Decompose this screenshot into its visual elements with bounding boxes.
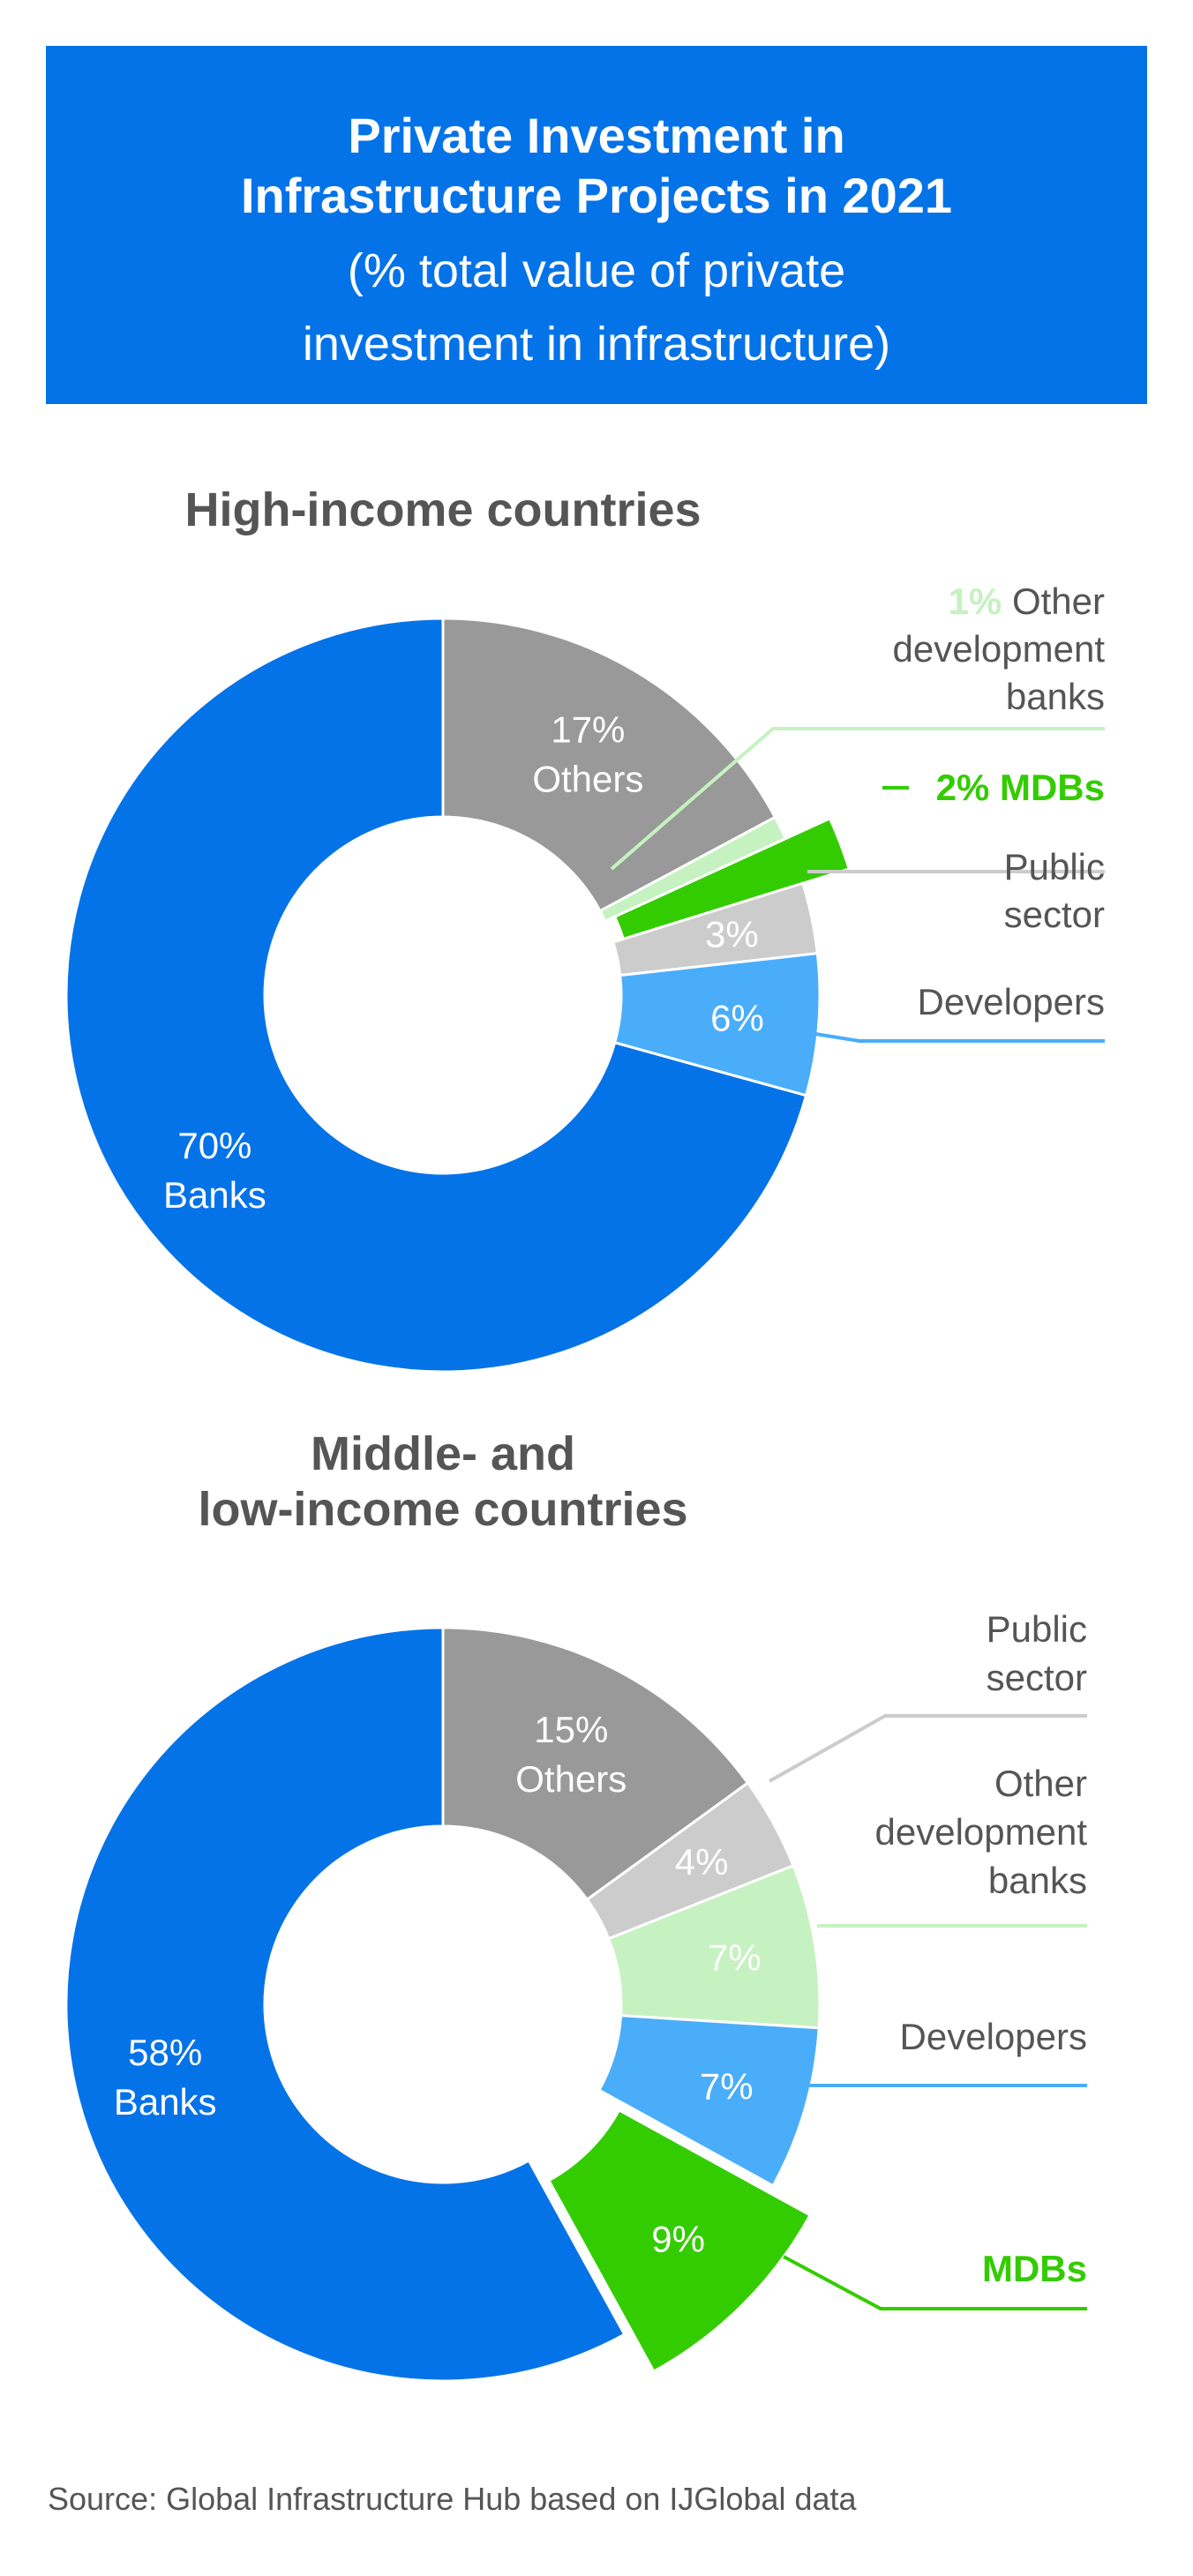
label-other_dev_banks-2-line1: Other: [994, 1763, 1087, 1804]
slice-name-others-1: Others: [532, 758, 643, 799]
label-public_sector-1-line1: Public: [1004, 846, 1105, 887]
chart-heading-2: low-income countries: [198, 1483, 687, 1536]
slice-pct-banks-2: 58%: [128, 2032, 202, 2073]
slice-others-1: [441, 617, 777, 913]
label-other_dev_banks-1-line2: development: [893, 628, 1106, 670]
label-other_dev_banks-2-line3: banks: [988, 1860, 1087, 1901]
label-pct-other_dev_banks-1: 1%: [949, 580, 1012, 622]
label-other_dev_banks-1-line3: banks: [1006, 676, 1105, 717]
label-text-other_dev_banks-1: Other: [1012, 580, 1105, 622]
slice-pct-public_sector-1: 3%: [705, 913, 759, 955]
chart-heading-1: High-income countries: [184, 483, 701, 536]
label-public_sector-2-line2: sector: [987, 1657, 1087, 1698]
slice-other_dev_banks-1: [598, 815, 788, 924]
chart-title-line-1: Private Investment in: [348, 108, 845, 163]
slice-pct-banks-1: 70%: [177, 1125, 251, 1166]
callout-line-public_sector-2: [769, 1714, 1087, 1783]
callout-line-developers-1: [814, 1032, 1105, 1043]
slice-name-banks-2: Banks: [114, 2081, 217, 2123]
slice-banks-2: [64, 1626, 627, 2383]
slice-name-banks-1: Banks: [163, 1174, 266, 1216]
callout-line-other_dev_banks-1: [610, 727, 1105, 871]
chart-subtitle-line-2: investment in infrastructure): [302, 318, 891, 371]
slice-pct-mdbs-2: 9%: [651, 2219, 705, 2260]
label-public_sector-1-line2: sector: [1004, 894, 1105, 935]
slice-pct-developers-2: 7%: [700, 2065, 754, 2107]
callout-line-mdbs-2: [783, 2255, 1087, 2310]
label-other_dev_banks-1-line1: 1% Other: [949, 580, 1105, 622]
slice-pct-public_sector-2: 4%: [675, 1841, 729, 1883]
label-developers-2-line1: Developers: [900, 2016, 1087, 2057]
slice-mdbs-2: [546, 2108, 813, 2374]
slice-pct-others-1: 17%: [551, 708, 625, 750]
slice-pct-others-2: 15%: [534, 1709, 608, 1750]
slice-banks-1: [64, 617, 808, 1374]
slice-name-others-2: Others: [515, 1758, 627, 1800]
chart-title-line-2: Infrastructure Projects in 2021: [240, 168, 953, 223]
label-developers-1-line1: Developers: [918, 981, 1105, 1022]
source-note: Source: Global Infrastructure Hub based …: [48, 2481, 857, 2517]
slice-developers-2: [596, 2014, 821, 2188]
slice-pct-other_dev_banks-2: 7%: [708, 1937, 762, 1979]
slice-others-2: [441, 1626, 750, 1902]
title-banner: Private Investment in Infrastructure Pro…: [46, 46, 1147, 404]
slice-pct-developers-1: 6%: [710, 998, 764, 1039]
label-public_sector-2-line1: Public: [987, 1608, 1087, 1650]
chart-heading-2: Middle- and: [311, 1427, 575, 1480]
label-mdbs-1: 2% MDBs: [936, 767, 1105, 808]
label-other_dev_banks-2-line2: development: [875, 1811, 1088, 1853]
chart-subtitle-line-1: (% total value of private: [347, 244, 846, 297]
label-mdbs-2: MDBs: [982, 2248, 1087, 2289]
